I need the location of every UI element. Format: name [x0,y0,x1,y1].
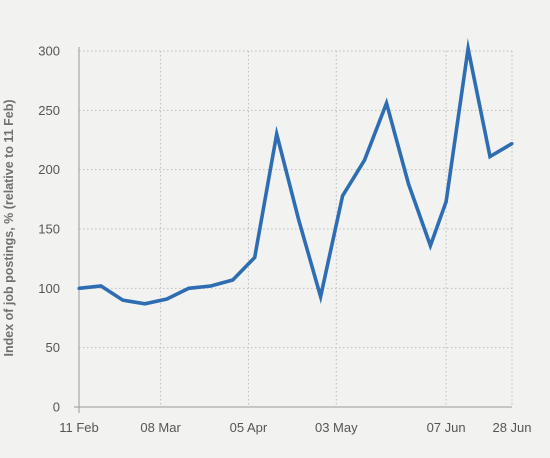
y-tick-label: 300 [38,44,60,59]
x-tick-label: 28 Jun [492,420,531,435]
data-point [428,244,433,248]
data-point [406,182,411,186]
data-point [99,284,103,288]
x-tick-label: 08 Mar [140,420,181,435]
axes [74,47,512,413]
data-point [340,194,345,198]
data-point [275,132,279,136]
data-point [488,155,492,159]
data-point [165,297,169,301]
x-tick-label: 11 Feb [59,420,99,435]
grid-lines [79,50,513,407]
y-tick-label: 0 [53,400,60,415]
data-point [121,298,125,302]
data-point [231,278,235,282]
y-tick-label: 150 [38,222,60,237]
data-point [319,295,323,299]
x-tick-label: 07 Jun [427,420,466,435]
y-tick-label: 50 [46,340,60,355]
data-point [384,101,389,105]
x-tick-label: 05 Apr [230,420,268,435]
data-point [77,286,81,290]
data-point [444,200,448,204]
data-point [187,286,191,290]
data-point [297,217,301,222]
data-point [362,158,367,162]
y-axis-label: Index of job postings, % (relative to 11… [2,100,16,357]
y-tick-label: 100 [38,281,60,296]
tick-labels: 0 50 100 150 200 250 300 11 Feb 08 Mar 05 Apr 03 M… [38,44,531,436]
series-line [78,38,513,306]
data-point [143,302,147,306]
data-point [209,284,213,288]
series [77,38,514,306]
x-tick-label: 03 May [315,420,358,435]
y-tick-label: 250 [38,103,60,118]
data-point [466,47,470,51]
data-point [510,141,514,146]
data-point [253,255,257,260]
y-tick-label: 200 [38,162,60,177]
